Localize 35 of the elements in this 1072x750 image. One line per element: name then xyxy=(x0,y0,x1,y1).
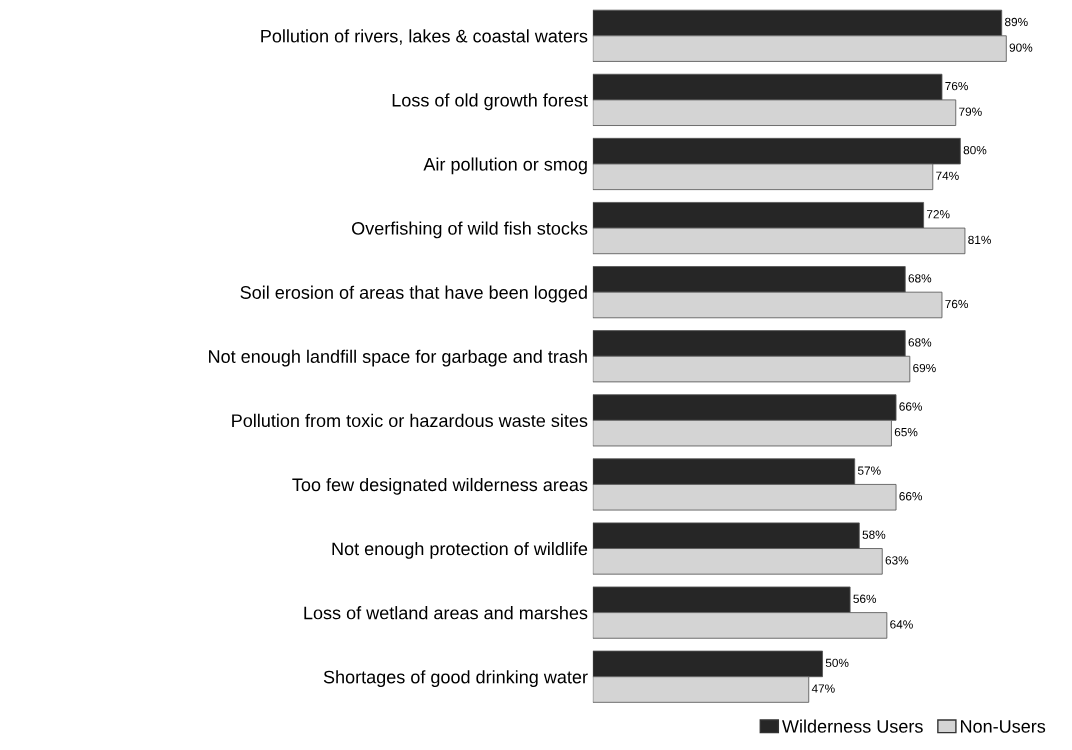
data-label: 47% xyxy=(811,684,835,693)
y-tick-label: Air pollution or smog xyxy=(423,157,587,175)
y-tick-label: Not enough landfill space for garbage and trash xyxy=(209,349,587,367)
data-label: 80% xyxy=(963,145,987,155)
data-label: 90% xyxy=(1009,43,1033,52)
data-label: 65% xyxy=(894,427,918,437)
y-tick-label: Overfishing of wild fish stocks xyxy=(352,221,588,239)
data-label: 89% xyxy=(1005,17,1028,27)
y-tick-label: Loss of wetland areas and marshes xyxy=(304,606,588,620)
y-tick-label: Too few designated wilderness areas xyxy=(292,477,588,495)
y-tick-label: Pollution of rivers, lakes & coastal waters xyxy=(261,29,588,45)
data-label: 79% xyxy=(959,107,982,116)
data-label: 68% xyxy=(908,338,932,347)
data-label: 56% xyxy=(853,594,877,603)
data-label: 69% xyxy=(913,363,936,373)
data-label: 76% xyxy=(945,299,968,309)
data-label: 81% xyxy=(968,235,991,245)
data-label: 68% xyxy=(908,274,932,283)
legend-label: Wilderness Users xyxy=(782,719,923,733)
data-label: 66% xyxy=(899,402,923,411)
y-tick-label: Loss of old growth forest xyxy=(392,93,588,111)
data-label: 63% xyxy=(885,556,909,565)
y-tick-label: Not enough protection of wildlife xyxy=(332,541,588,559)
data-label: 58% xyxy=(862,530,886,539)
data-label: 72% xyxy=(926,210,950,219)
data-label: 74% xyxy=(936,171,959,180)
y-tick-label: Soil erosion of areas that have been logged xyxy=(240,285,587,303)
data-label: 66% xyxy=(899,492,923,501)
data-label: 76% xyxy=(945,81,968,91)
y-tick-label: Pollution from toxic or hazardous waste sites xyxy=(232,413,588,428)
data-label: 50% xyxy=(825,658,849,668)
data-label: 64% xyxy=(890,620,913,629)
legend-label: Non-Users xyxy=(961,720,1046,733)
y-tick-label: Shortages of good drinking water xyxy=(323,670,588,687)
data-label: 57% xyxy=(857,466,881,475)
